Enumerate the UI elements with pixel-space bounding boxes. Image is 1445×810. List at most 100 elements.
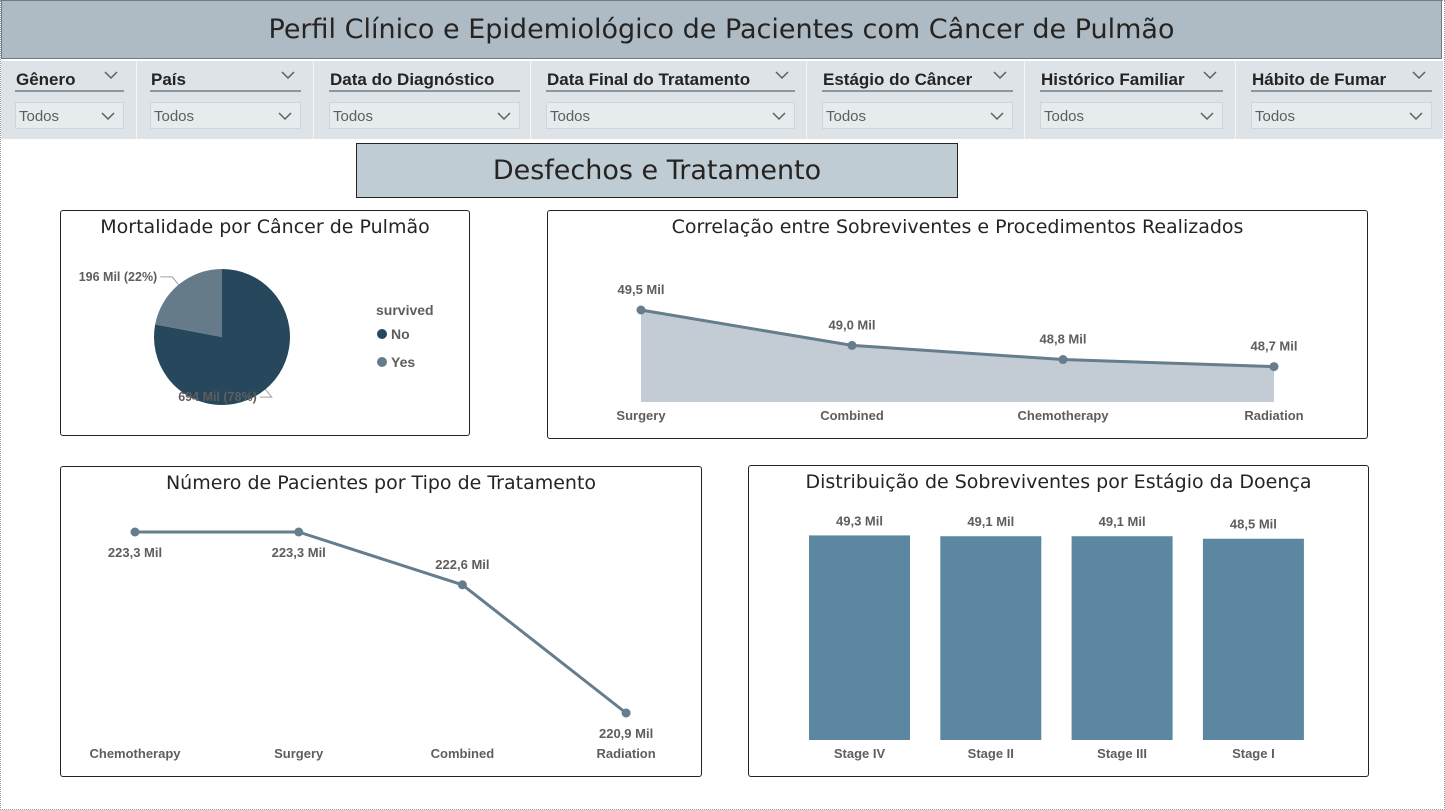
pie-data-label: 694 Mil (78%): [178, 390, 257, 404]
filter-divider: [136, 61, 137, 139]
filter-divider: [313, 61, 314, 139]
x-axis-tick-label: Stage IV: [834, 746, 886, 761]
filter-divider: [1024, 61, 1025, 139]
slicer-header[interactable]: País: [150, 66, 301, 92]
survivors-procedures-chart-card[interactable]: Correlação entre Sobreviventes e Procedi…: [547, 210, 1368, 439]
pie-leader-line: [259, 389, 273, 398]
x-axis-tick-label: Combined: [820, 408, 884, 423]
slicer-label: Data Final do Tratamento: [547, 70, 751, 89]
dashboard-title: Perfil Clínico e Epidemiológico de Pacie…: [1, 0, 1442, 59]
slicer-header[interactable]: Gênero: [15, 66, 124, 92]
area-point: [1058, 355, 1068, 365]
filter-divider: [806, 61, 807, 139]
legend-label: Yes: [391, 354, 415, 370]
x-axis-tick-label: Surgery: [274, 746, 324, 761]
area-point: [847, 340, 857, 350]
chart-title: Mortalidade por Câncer de Pulmão: [100, 216, 430, 238]
slicer-label: País: [151, 70, 186, 89]
area-fill: [641, 310, 1274, 402]
line-data-label: 223,3 Mil: [108, 545, 162, 560]
bar-stage-iii: [1071, 536, 1173, 740]
slicer-dropdown[interactable]: Todos: [822, 102, 1013, 129]
patients-treatment-chart-card[interactable]: Número de Pacientes por Tipo de Tratamen…: [60, 466, 702, 777]
survivors-procedures-area-chart: 49,5 Mil Surgery 49,0 Mil Combined 48,8 Mil C…: [616, 282, 1303, 423]
bar-data-label: 48,5 Mil: [1230, 517, 1277, 532]
mortality-pie-chart: 694 Mil (78%) 196 Mil (22%) survived No Yes: [79, 269, 434, 405]
line-data-label: 223,3 Mil: [272, 545, 326, 560]
section-title-text: Desfechos e Tratamento: [492, 155, 822, 186]
mortality-chart-card[interactable]: Mortalidade por Câncer de Pulmão 694 Mil…: [60, 210, 470, 436]
slicer-value: Todos: [154, 108, 195, 125]
x-axis-tick-label: Chemotherapy: [1017, 408, 1109, 423]
chevron-down-icon: [1409, 112, 1423, 121]
line-point: [457, 580, 467, 590]
chevron-down-icon: [990, 112, 1004, 121]
slicer-header[interactable]: Estágio do Câncer: [822, 66, 1013, 92]
survivors-stage-bar-chart: 49,3 Mil Stage IV 49,1 Mil Stage II 49,1 Mil…: [809, 513, 1304, 761]
line-series: [135, 530, 628, 715]
section-title: Desfechos e Tratamento: [356, 143, 958, 198]
chart-title: Número de Pacientes por Tipo de Tratamen…: [165, 472, 597, 494]
area-point: [1269, 362, 1279, 372]
chevron-down-icon: [101, 112, 115, 121]
bar-stage-i: [1202, 538, 1304, 740]
pie-slice-yes: [155, 269, 222, 337]
slicer-header[interactable]: Histórico Familiar: [1040, 66, 1223, 92]
bar-data-label: 49,1 Mil: [1099, 514, 1146, 529]
slicer-value: Todos: [826, 108, 867, 125]
area-data-label: 49,5 Mil: [618, 282, 665, 297]
x-axis-tick-label: Stage II: [968, 746, 1014, 761]
slicer-value: Todos: [1044, 108, 1085, 125]
slicer-value: Todos: [550, 108, 591, 125]
slicer-header[interactable]: Hábito de Fumar: [1251, 66, 1432, 92]
slicer-value: Todos: [1255, 108, 1296, 125]
legend-marker-yes: [377, 357, 387, 367]
legend-marker-no: [377, 329, 387, 339]
slicer-label: Estágio do Câncer: [823, 70, 973, 89]
slicer-label: Hábito de Fumar: [1252, 70, 1387, 89]
chevron-down-icon: [775, 71, 789, 80]
bar-stage-ii: [940, 536, 1042, 740]
chevron-down-icon: [278, 112, 292, 121]
slicer-dropdown[interactable]: Todos: [1040, 102, 1223, 129]
slicer-dropdown[interactable]: Todos: [1251, 102, 1432, 129]
chart-title: Distribuição de Sobreviventes por Estági…: [805, 471, 1312, 493]
x-axis-tick-label: Radiation: [596, 746, 655, 761]
bar-data-label: 49,1 Mil: [967, 514, 1014, 529]
area-point: [636, 305, 646, 315]
slicer-header[interactable]: Data do Diagnóstico: [329, 66, 520, 92]
chevron-down-icon: [1200, 112, 1214, 121]
bar-stage-iv: [809, 535, 910, 740]
line-point: [621, 708, 631, 718]
survivors-stage-chart-card[interactable]: Distribuição de Sobreviventes por Estági…: [748, 465, 1369, 777]
line-point: [294, 527, 304, 537]
x-axis-tick-label: Stage III: [1097, 746, 1147, 761]
slicer-header[interactable]: Data Final do Tratamento: [546, 66, 795, 92]
slicer-dropdown[interactable]: Todos: [329, 102, 520, 129]
filter-divider: [1235, 61, 1236, 139]
legend-label: No: [391, 326, 410, 342]
slicer-dropdown[interactable]: Todos: [150, 102, 301, 129]
chevron-down-icon: [1203, 71, 1217, 80]
chevron-down-icon: [993, 71, 1007, 80]
slicer-dropdown[interactable]: Todos: [546, 102, 795, 129]
slicer-label: Data do Diagnóstico: [330, 70, 495, 89]
legend-title: survived: [376, 302, 434, 318]
slicer-dropdown[interactable]: Todos: [15, 102, 124, 129]
chevron-down-icon: [104, 71, 118, 80]
x-axis-tick-label: Combined: [431, 746, 495, 761]
slicer-label: Histórico Familiar: [1041, 70, 1185, 89]
line-data-label: 222,6 Mil: [435, 557, 489, 572]
area-line: [640, 308, 1275, 369]
chevron-down-icon: [281, 71, 295, 80]
line-data-label: 220,9 Mil: [599, 726, 653, 741]
pie-data-label: 196 Mil (22%): [79, 270, 158, 284]
area-data-label: 48,8 Mil: [1040, 332, 1087, 347]
x-axis-tick-label: Radiation: [1244, 408, 1303, 423]
chart-title: Correlação entre Sobreviventes e Procedi…: [671, 216, 1244, 238]
slicer-value: Todos: [333, 108, 374, 125]
slicer-label: Gênero: [16, 70, 76, 89]
pie-leader-line: [160, 276, 180, 285]
line-point: [130, 527, 140, 537]
dashboard-title-text: Perfil Clínico e Epidemiológico de Pacie…: [268, 14, 1175, 45]
